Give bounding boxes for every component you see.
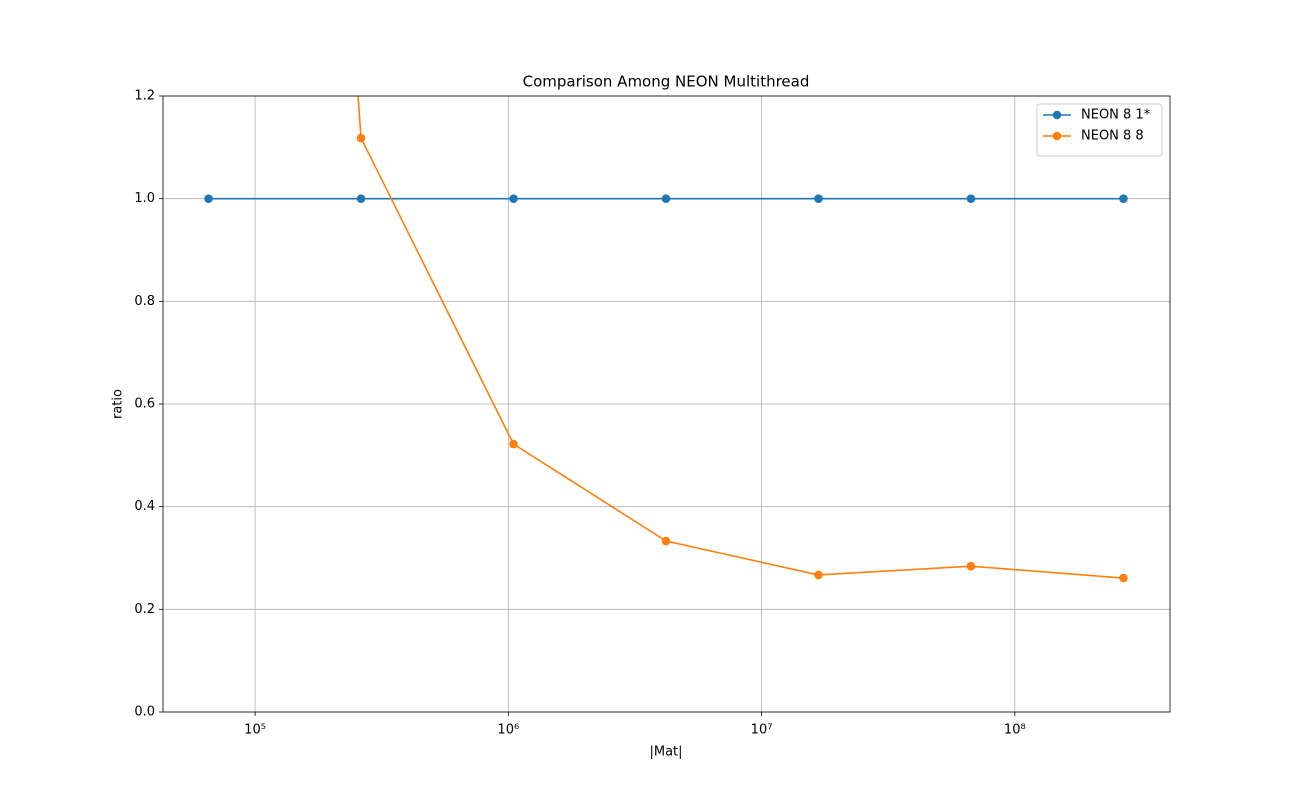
y-tick-label: 1.0 (134, 191, 155, 206)
legend-label: NEON 8 1* (1081, 108, 1151, 123)
data-point (966, 194, 976, 203)
data-point (1119, 194, 1128, 203)
data-point (356, 194, 366, 203)
plot-area (204, 96, 1128, 583)
legend-label: NEON 8 8 (1081, 129, 1144, 144)
x-tick-label: 10⁸ (1004, 723, 1026, 738)
axes: 0.0 0.2 0.4 0.6 0.8 1.0 1.2 10⁵ 10⁶ 10⁷ 10⁸ (134, 89, 1025, 738)
data-point (661, 194, 671, 203)
data-point (966, 561, 976, 571)
data-point (814, 570, 823, 580)
data-point (356, 133, 366, 143)
legend: NEON 8 1* NEON 8 8 (1036, 103, 1163, 157)
y-tick-label: 0.4 (134, 499, 155, 514)
y-axis-label: ratio (111, 389, 126, 419)
x-axis-label: |Mat| (649, 745, 682, 760)
data-point (661, 536, 671, 546)
legend-box (1036, 103, 1163, 157)
x-tick-label: 10⁵ (244, 723, 266, 738)
x-tick-label: 10⁶ (497, 723, 519, 738)
y-tick-label: 0.8 (134, 294, 155, 309)
x-tick-label: 10⁷ (751, 723, 773, 738)
data-point (509, 194, 518, 203)
y-tick-label: 0.2 (134, 602, 155, 617)
legend-marker (1052, 110, 1062, 120)
legend-marker (1052, 131, 1062, 141)
data-point (814, 194, 823, 203)
chart-title: Comparison Among NEON Multithread (523, 73, 810, 91)
y-tick-label: 0.0 (134, 705, 155, 720)
data-point (1119, 573, 1128, 583)
y-tick-label: 0.6 (134, 397, 155, 412)
data-point (204, 194, 213, 203)
data-point (509, 439, 518, 449)
y-tick-label: 1.2 (134, 89, 155, 104)
